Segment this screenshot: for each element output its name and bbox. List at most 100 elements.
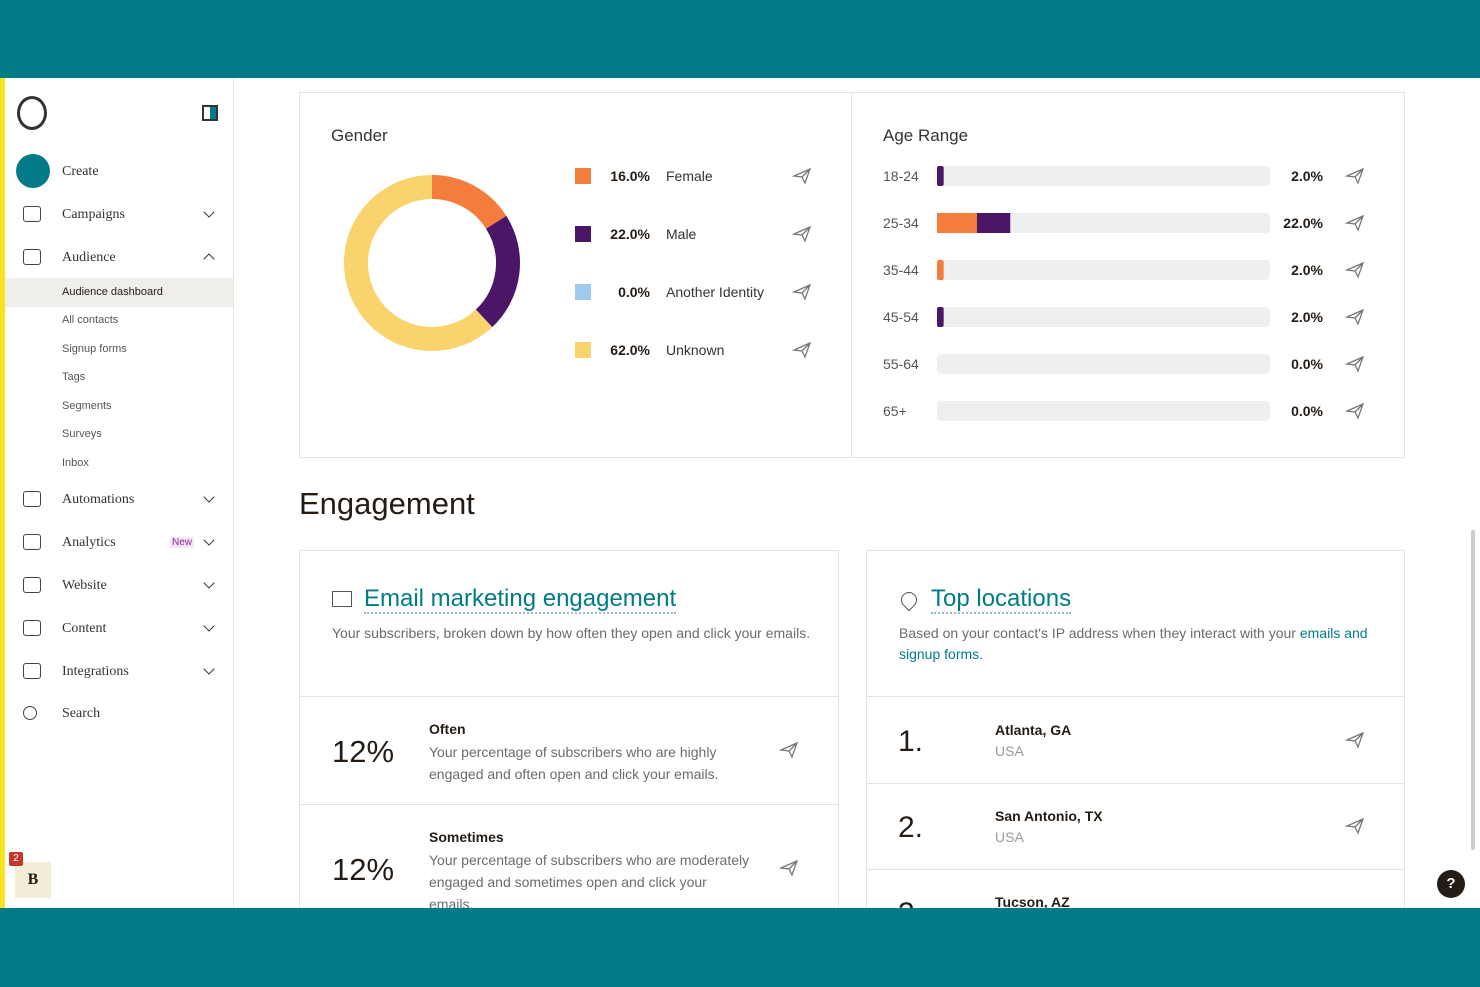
create-icon[interactable]: [16, 154, 50, 188]
share-icon[interactable]: [1344, 261, 1365, 279]
card-title-text[interactable]: Top locations: [931, 585, 1072, 614]
divider: [300, 804, 838, 805]
nav-item[interactable]: Website: [62, 578, 107, 593]
legend-value: 62.0%: [610, 342, 650, 358]
card-title[interactable]: Email marketing engagement: [364, 585, 677, 614]
legend-swatch: [575, 168, 591, 184]
legend-label: Male: [666, 226, 697, 242]
bottom-band: [0, 908, 1480, 987]
rank: 2.: [898, 811, 924, 844]
sub-item[interactable]: All contacts: [62, 314, 119, 326]
share-icon[interactable]: [791, 341, 812, 359]
row-name: Sometimes: [429, 829, 504, 845]
country: USA: [995, 743, 1024, 759]
email-card: Email marketing engagement Your subscrib…: [299, 550, 839, 950]
age-label: 45-54: [883, 309, 919, 325]
divider: [851, 93, 852, 457]
logo[interactable]: [17, 96, 47, 130]
percent: 12%: [332, 852, 395, 887]
share-icon[interactable]: [1344, 402, 1365, 420]
link[interactable]: emails and signup forms.: [899, 625, 1368, 662]
nav-icon: [23, 206, 41, 222]
bar-track: [937, 401, 1270, 421]
percent: 12%: [332, 734, 395, 769]
bar-segment: [937, 213, 977, 233]
heading: Engagement: [299, 486, 475, 521]
nav-item[interactable]: Content: [62, 621, 107, 636]
nav-icon: [23, 249, 41, 265]
sub-item[interactable]: Tags: [62, 371, 86, 383]
age-label: 65+: [883, 403, 907, 419]
share-icon[interactable]: [778, 859, 799, 877]
legend-value: 22.0%: [610, 226, 650, 242]
legend-value: 0.0%: [618, 284, 650, 300]
bar-track: [937, 307, 1270, 327]
share-icon[interactable]: [791, 225, 812, 243]
nav-icon: [23, 706, 37, 720]
card-title[interactable]: Top locations: [931, 585, 1072, 614]
nav-icon: [23, 534, 41, 550]
top-band: [0, 0, 1480, 78]
sub-item[interactable]: Audience dashboard: [62, 286, 163, 298]
legend-label: Unknown: [666, 342, 724, 358]
nav-icon: [23, 620, 41, 636]
divider: [300, 696, 838, 697]
share-icon[interactable]: [1344, 308, 1365, 326]
age-value: 22.0%: [1283, 215, 1323, 231]
age-value: 2.0%: [1291, 262, 1323, 278]
share-icon[interactable]: [1344, 167, 1365, 185]
card-description: Your subscribers, broken down by how oft…: [332, 625, 811, 641]
share-icon[interactable]: [1344, 214, 1365, 232]
rank: 1.: [898, 725, 924, 758]
nav-item[interactable]: Automations: [62, 492, 135, 507]
sub-item[interactable]: Signup forms: [62, 343, 127, 355]
collapse-toggle[interactable]: [202, 105, 218, 121]
share-icon[interactable]: [1344, 817, 1365, 835]
nav-icon: [23, 663, 41, 679]
nav-item[interactable]: Create: [62, 164, 99, 179]
mail-icon: [332, 591, 352, 607]
bar-segment: [937, 260, 944, 280]
age-value: 0.0%: [1291, 403, 1323, 419]
row-description: Your percentage of subscribers who are h…: [429, 744, 719, 782]
notification-badge: 2: [9, 852, 23, 866]
nav-item[interactable]: Search: [62, 706, 101, 721]
share-icon[interactable]: [1344, 355, 1365, 373]
legend-swatch: [575, 284, 591, 300]
locations-card: Top locations Based on your contact's IP…: [866, 550, 1405, 950]
share-icon[interactable]: [791, 167, 812, 185]
accent-bar: [0, 78, 5, 908]
legend-swatch: [575, 226, 591, 242]
donut-segment: [431, 175, 507, 230]
nav-icon: [23, 577, 41, 593]
avatar[interactable]: B: [15, 862, 51, 898]
section-title: Age Range: [883, 126, 969, 145]
city: Atlanta, GA: [995, 722, 1072, 738]
share-icon[interactable]: [1344, 731, 1365, 749]
nav-item[interactable]: Analytics: [62, 535, 116, 550]
age-value: 0.0%: [1291, 356, 1323, 372]
bar-segment: [976, 213, 1011, 233]
nav-item[interactable]: Audience: [62, 250, 116, 265]
help-button[interactable]: ?: [1437, 870, 1465, 898]
nav-icon: [23, 491, 41, 507]
sub-item[interactable]: Surveys: [62, 428, 102, 440]
age-label: 55-64: [883, 356, 919, 372]
nav-item[interactable]: Integrations: [62, 664, 129, 679]
sub-item[interactable]: Segments: [62, 400, 112, 412]
divider: [867, 869, 1404, 870]
donut-segment: [344, 175, 493, 351]
share-icon[interactable]: [791, 283, 812, 301]
row-name: Often: [429, 721, 466, 737]
badge: New: [170, 537, 195, 548]
card-title-text[interactable]: Email marketing engagement: [364, 585, 677, 614]
bar-track: [937, 166, 1270, 186]
sub-item[interactable]: Inbox: [62, 457, 89, 469]
bar-track: [937, 260, 1270, 280]
nav-item[interactable]: Campaigns: [62, 207, 125, 222]
legend-swatch: [575, 342, 591, 358]
share-icon[interactable]: [778, 741, 799, 759]
